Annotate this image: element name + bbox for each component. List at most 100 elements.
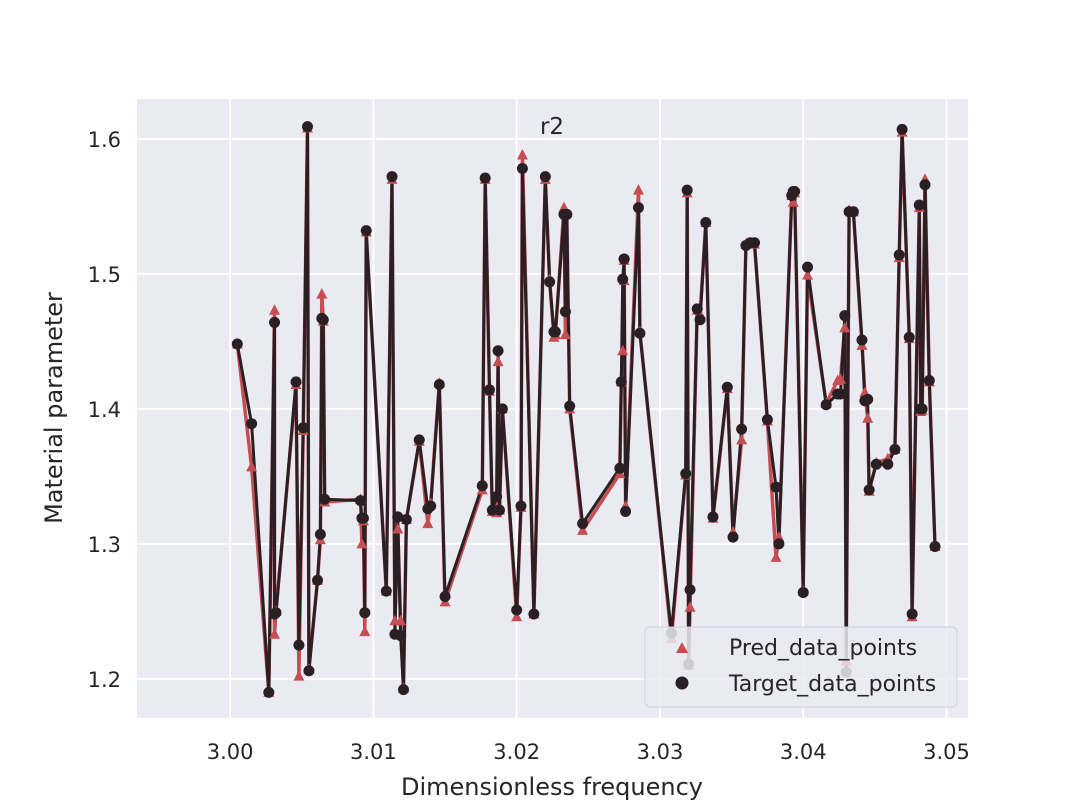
- target-data-point: [870, 458, 882, 470]
- target-data-point: [634, 327, 646, 339]
- target-data-point: [395, 630, 407, 642]
- target-data-point: [834, 388, 846, 400]
- target-data-point: [632, 202, 644, 214]
- target-data-point: [386, 171, 398, 183]
- pred-data-point: [422, 517, 434, 529]
- target-data-point: [516, 163, 528, 175]
- target-data-point: [246, 418, 258, 430]
- target-data-point: [380, 585, 392, 597]
- pred-data-point: [559, 328, 571, 340]
- target-data-point: [802, 261, 814, 273]
- target-data-point: [727, 531, 739, 543]
- legend-pred-label: Pred_data_points: [729, 636, 917, 661]
- target-data-point: [511, 604, 523, 616]
- target-data-point: [397, 684, 409, 696]
- pred-data-point: [269, 304, 281, 315]
- target-data-point: [773, 538, 785, 550]
- target-data-point: [681, 184, 693, 196]
- pred-data-point: [736, 433, 748, 445]
- target-data-point: [906, 608, 918, 620]
- y-tick-label: 1.2: [88, 668, 121, 692]
- y-tick-label: 1.6: [88, 128, 121, 152]
- pred-data-point: [802, 269, 814, 280]
- target-data-point: [263, 686, 275, 698]
- target-data-point: [297, 422, 309, 434]
- legend: Pred_data_points Target_data_points: [644, 626, 958, 708]
- target-data-point: [916, 403, 928, 415]
- y-axis-ticks: 1.2 1.3 1.4 1.5 1.6: [88, 128, 121, 692]
- y-axis-label: Material parameter: [40, 292, 68, 524]
- target-data-point: [618, 253, 630, 265]
- pred-data-point: [492, 355, 504, 367]
- target-data-point: [615, 376, 627, 388]
- target-data-point: [707, 511, 719, 523]
- pred-data-point: [293, 670, 305, 681]
- target-data-point: [269, 316, 281, 328]
- target-data-point: [903, 331, 915, 343]
- target-data-point: [749, 237, 761, 249]
- target-data-point: [856, 334, 868, 346]
- x-tick-label: 3.02: [493, 740, 540, 764]
- target-data-point: [620, 505, 632, 517]
- target-data-point: [544, 276, 556, 288]
- target-data-point: [797, 586, 809, 598]
- pred-data-point: [516, 149, 528, 160]
- target-data-point: [312, 574, 324, 586]
- target-data-point: [820, 399, 832, 411]
- target-data-point: [413, 434, 425, 446]
- target-data-point: [770, 481, 782, 493]
- legend-box: [644, 626, 958, 708]
- x-tick-label: 3.05: [923, 740, 970, 764]
- target-data-point: [476, 480, 488, 492]
- target-data-point: [439, 590, 451, 602]
- target-data-point: [684, 584, 696, 596]
- target-data-point: [929, 541, 941, 553]
- target-data-point: [913, 199, 925, 211]
- target-data-point: [496, 403, 508, 415]
- legend-target-marker: [675, 676, 689, 690]
- target-data-point: [882, 458, 894, 470]
- pred-data-point: [632, 184, 644, 195]
- pred-data-point: [577, 524, 589, 535]
- target-data-point: [919, 179, 931, 191]
- target-data-point: [564, 400, 576, 412]
- pred-data-point: [834, 373, 846, 384]
- chart-title: r2: [540, 114, 564, 140]
- target-data-point: [577, 518, 589, 530]
- pred-data-point: [773, 531, 785, 542]
- target-data-point: [691, 303, 703, 315]
- pred-data-point: [787, 196, 799, 207]
- pred-data-point: [395, 614, 407, 626]
- target-data-point: [614, 462, 626, 474]
- target-data-point: [290, 376, 302, 388]
- target-data-point: [359, 607, 371, 619]
- pred-data-point: [356, 537, 368, 549]
- target-data-point: [492, 345, 504, 357]
- target-data-point: [721, 381, 733, 393]
- pred-data-point: [316, 288, 328, 299]
- pred-data-point: [839, 321, 851, 333]
- legend-target-label: Target_data_points: [728, 672, 936, 697]
- target-data-point: [862, 393, 874, 405]
- target-data-point: [231, 338, 243, 350]
- target-data-point: [893, 249, 905, 261]
- target-data-point: [789, 185, 801, 197]
- target-data-point: [561, 208, 573, 220]
- target-data-point: [270, 607, 282, 619]
- target-data-point: [357, 512, 369, 524]
- target-data-point: [479, 172, 491, 184]
- x-tick-label: 3.00: [207, 740, 254, 764]
- target-data-point: [303, 665, 315, 677]
- target-data-point: [889, 443, 901, 455]
- target-data-point: [314, 528, 326, 540]
- target-data-point: [896, 123, 908, 135]
- target-data-point: [355, 495, 367, 507]
- target-data-point: [493, 504, 505, 516]
- target-data-point: [700, 217, 712, 229]
- target-data-point: [863, 484, 875, 496]
- target-data-point: [392, 511, 404, 523]
- target-data-point: [839, 310, 851, 322]
- target-data-point: [319, 493, 331, 505]
- y-tick-label: 1.5: [88, 263, 121, 287]
